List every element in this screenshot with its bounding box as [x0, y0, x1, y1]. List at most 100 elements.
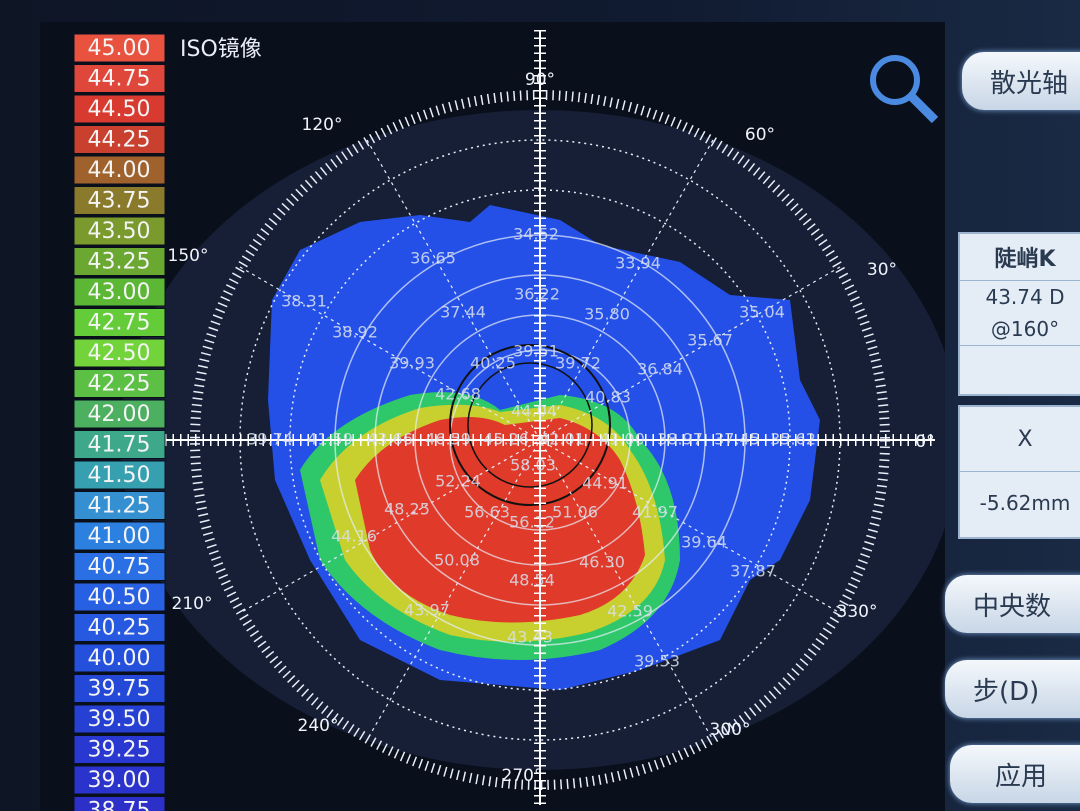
scale-swatch	[73, 186, 166, 215]
reading-label: 34.52	[513, 225, 559, 244]
reading-label: 42.01	[539, 430, 585, 449]
reading-label: 51.06	[552, 503, 598, 522]
scale-swatch	[73, 704, 166, 734]
angle-label: 90°	[525, 70, 555, 90]
scale-label: 43.50	[88, 219, 151, 244]
scale-label: 40.25	[88, 616, 151, 641]
axis-button[interactable]: 散光轴	[962, 52, 1080, 110]
angle-label: 210°	[172, 594, 213, 614]
pupil-ring	[467, 362, 593, 488]
apply-button[interactable]: 应用	[950, 745, 1080, 803]
reading-label: 52.24	[435, 472, 481, 491]
reading-label: 37.44	[440, 303, 486, 322]
card-axis: @160°	[960, 313, 1080, 346]
reading-label: 39.72	[555, 354, 601, 373]
reading-label: 38.31	[281, 292, 327, 311]
zoom-handle[interactable]	[907, 92, 939, 124]
zoom-icon[interactable]	[870, 55, 939, 124]
reading-label: 37.45	[714, 430, 760, 449]
scale-label: 39.00	[88, 768, 151, 793]
reading-label: 43.97	[404, 601, 450, 620]
scale-swatch	[73, 247, 166, 276]
reading-label: 39.53	[634, 652, 680, 671]
reading-label: 48.54	[509, 571, 555, 590]
pupil-ring	[449, 344, 611, 506]
scale-label: 38.75	[88, 799, 151, 811]
map-title: ISO镜像	[180, 37, 262, 62]
x-card: X -5.62mm	[958, 405, 1080, 539]
card-value: -5.62mm	[979, 491, 1071, 515]
reading-label: 33.94	[615, 254, 661, 273]
card-header: 陡峭K	[960, 234, 1080, 281]
angle-label: 270°	[502, 766, 543, 786]
scale-label: 40.75	[88, 555, 151, 580]
scale-swatch	[73, 125, 166, 154]
scale-swatch	[73, 552, 166, 581]
reading-label: 36.22	[514, 285, 560, 304]
reading-label: 40.83	[585, 388, 631, 407]
scale-label: 44.00	[88, 158, 151, 183]
scale-swatch	[73, 765, 166, 795]
reading-label: 35.67	[687, 331, 733, 350]
reading-label: 39.51	[513, 342, 559, 361]
reading-label: 41.00	[599, 430, 645, 449]
scale-swatch	[73, 155, 166, 185]
reading-label: 41.97	[632, 503, 678, 522]
scale-swatch	[73, 735, 166, 764]
reading-label: 36.84	[637, 360, 683, 379]
reading-label: 39.64	[681, 533, 727, 552]
reading-label: 41.59	[307, 430, 353, 449]
scale-label: 42.25	[88, 372, 151, 397]
scale-label: 44.50	[88, 97, 151, 122]
reading-label: 42.59	[607, 602, 653, 621]
center-button[interactable]: 中央数	[945, 575, 1080, 633]
card-header: X	[960, 407, 1080, 472]
reading-label: 38.97	[657, 430, 703, 449]
scale-label: 45.00	[88, 36, 151, 61]
angle-label: 0°	[915, 432, 934, 452]
reading-label: 39.74	[247, 430, 293, 449]
reading-label: 44.04	[511, 402, 557, 421]
scale-swatch	[73, 613, 166, 642]
red-region	[355, 416, 645, 623]
scale-swatch	[73, 460, 166, 490]
scale-swatch	[73, 399, 166, 429]
scale-swatch	[73, 338, 166, 368]
scale-label: 41.25	[88, 494, 151, 519]
scale-label: 39.25	[88, 738, 151, 763]
scale-swatch	[73, 430, 166, 459]
scale-swatch	[73, 491, 166, 520]
scale-label: 41.75	[88, 433, 151, 458]
scale-label: 39.75	[88, 677, 151, 702]
scale-swatch	[73, 582, 166, 612]
step-button[interactable]: 步(D)	[945, 660, 1080, 718]
reading-label: 43.66	[367, 430, 413, 449]
zoom-lens[interactable]	[870, 55, 920, 105]
angle-label: 240°	[298, 716, 339, 736]
reading-label: 42.68	[435, 385, 481, 404]
scale-label: 43.00	[88, 280, 151, 305]
scale-swatch	[73, 277, 166, 307]
scale-label: 40.00	[88, 646, 151, 671]
reading-label: 46.30	[579, 553, 625, 572]
scale-swatch	[73, 64, 166, 93]
reading-label: 44.91	[582, 474, 628, 493]
scale-swatch	[73, 521, 166, 551]
reading-label: 50.08	[434, 551, 480, 570]
reading-label: 36.65	[410, 249, 456, 268]
card-value: 43.74 D	[985, 285, 1065, 309]
scale-label: 41.50	[88, 463, 151, 488]
reading-label: 56.63	[464, 503, 510, 522]
reading-label: 38.92	[332, 323, 378, 342]
reading-label: 46.59	[425, 430, 471, 449]
angle-label: 150°	[168, 246, 209, 266]
scale-swatch	[73, 33, 166, 63]
reading-label: 48.25	[384, 500, 430, 519]
scale-swatch	[73, 94, 166, 124]
scale-swatch	[73, 643, 166, 673]
scale-label: 40.50	[88, 585, 151, 610]
reading-label: 35.62	[770, 430, 816, 449]
scale-label: 43.25	[88, 250, 151, 275]
scale-label: 39.50	[88, 707, 151, 732]
